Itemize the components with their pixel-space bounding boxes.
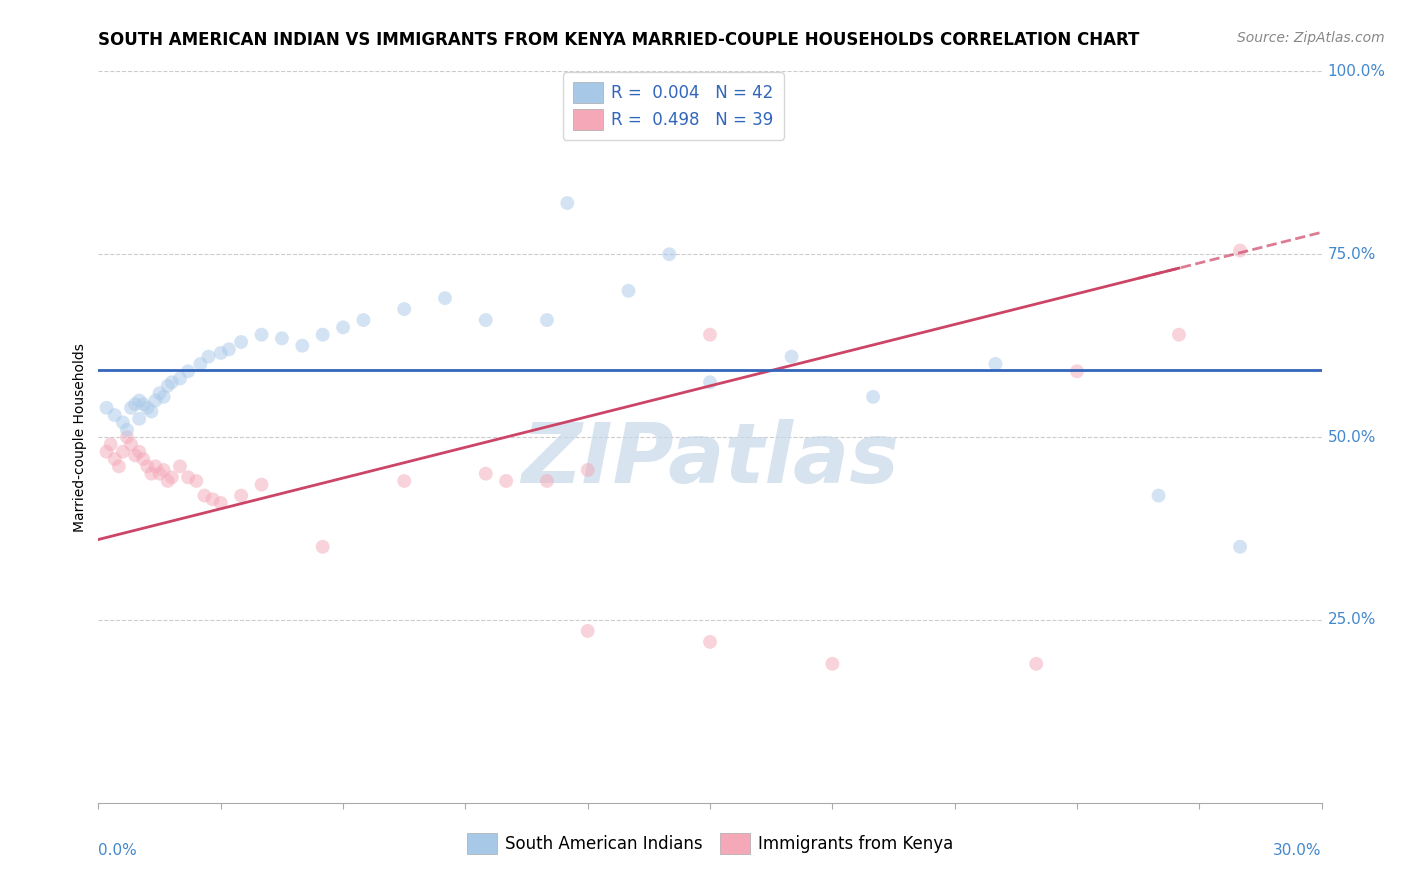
Point — [160, 470, 183, 484]
Text: 30.0%: 30.0% — [1274, 843, 1322, 858]
Point — [96, 401, 118, 415]
Text: 50.0%: 50.0% — [1327, 430, 1376, 444]
Text: 0.0%: 0.0% — [98, 843, 138, 858]
Point — [128, 412, 150, 426]
Point — [699, 635, 721, 649]
Point — [332, 320, 354, 334]
Point — [392, 474, 416, 488]
Point — [188, 357, 212, 371]
Point — [124, 448, 146, 462]
Point — [209, 346, 232, 360]
Point — [474, 467, 498, 481]
Point — [862, 390, 884, 404]
Point — [617, 284, 640, 298]
Point — [141, 404, 163, 418]
Text: 25.0%: 25.0% — [1327, 613, 1376, 627]
Point — [169, 371, 191, 385]
Point — [124, 397, 146, 411]
Point — [699, 376, 721, 390]
Point — [250, 477, 273, 491]
Point — [312, 540, 335, 554]
Point — [149, 386, 172, 401]
Point — [177, 364, 200, 378]
Point — [100, 437, 122, 451]
Point — [392, 301, 416, 317]
Point — [434, 291, 457, 305]
Point — [474, 313, 498, 327]
Point — [120, 437, 142, 451]
Point — [193, 489, 215, 503]
Point — [352, 313, 374, 327]
Point — [115, 423, 138, 437]
Point — [495, 474, 517, 488]
Point — [177, 470, 200, 484]
Point — [1147, 489, 1170, 503]
Point — [145, 393, 167, 408]
Point — [1229, 540, 1251, 554]
Point — [536, 313, 558, 327]
Text: ZIPatlas: ZIPatlas — [522, 418, 898, 500]
Point — [136, 459, 159, 474]
Point — [201, 492, 224, 507]
Point — [149, 467, 172, 481]
Point — [128, 444, 150, 458]
Point — [152, 390, 174, 404]
Point — [104, 452, 127, 467]
Point — [108, 459, 131, 474]
Text: SOUTH AMERICAN INDIAN VS IMMIGRANTS FROM KENYA MARRIED-COUPLE HOUSEHOLDS CORRELA: SOUTH AMERICAN INDIAN VS IMMIGRANTS FROM… — [98, 31, 1140, 49]
Point — [231, 334, 253, 349]
Point — [145, 459, 167, 474]
Point — [152, 463, 174, 477]
Point — [1025, 657, 1047, 671]
Point — [111, 444, 134, 458]
Text: Source: ZipAtlas.com: Source: ZipAtlas.com — [1237, 31, 1385, 45]
Point — [104, 408, 127, 422]
Legend: South American Indians, Immigrants from Kenya: South American Indians, Immigrants from … — [460, 827, 960, 860]
Point — [291, 338, 314, 352]
Point — [821, 657, 844, 671]
Point — [250, 327, 273, 342]
Point — [96, 444, 118, 458]
Point — [197, 350, 219, 364]
Point — [699, 327, 721, 342]
Point — [141, 467, 163, 481]
Point — [111, 416, 134, 430]
Point — [1066, 364, 1088, 378]
Point — [186, 474, 208, 488]
Point — [156, 474, 179, 488]
Point — [536, 474, 558, 488]
Point — [156, 379, 179, 393]
Point — [169, 459, 191, 474]
Text: 75.0%: 75.0% — [1327, 247, 1376, 261]
Point — [209, 496, 232, 510]
Point — [270, 331, 294, 345]
Point — [132, 452, 155, 467]
Point — [1167, 327, 1189, 342]
Point — [1229, 244, 1251, 258]
Point — [218, 343, 240, 357]
Point — [120, 401, 142, 415]
Point — [312, 327, 335, 342]
Point — [555, 196, 579, 211]
Point — [160, 376, 183, 390]
Point — [128, 393, 150, 408]
Text: 100.0%: 100.0% — [1327, 64, 1386, 78]
Point — [576, 624, 599, 638]
Point — [658, 247, 681, 261]
Point — [984, 357, 1007, 371]
Point — [115, 430, 138, 444]
Point — [132, 397, 155, 411]
Point — [576, 463, 599, 477]
Y-axis label: Married-couple Households: Married-couple Households — [73, 343, 87, 532]
Point — [780, 350, 803, 364]
Point — [136, 401, 159, 415]
Point — [231, 489, 253, 503]
